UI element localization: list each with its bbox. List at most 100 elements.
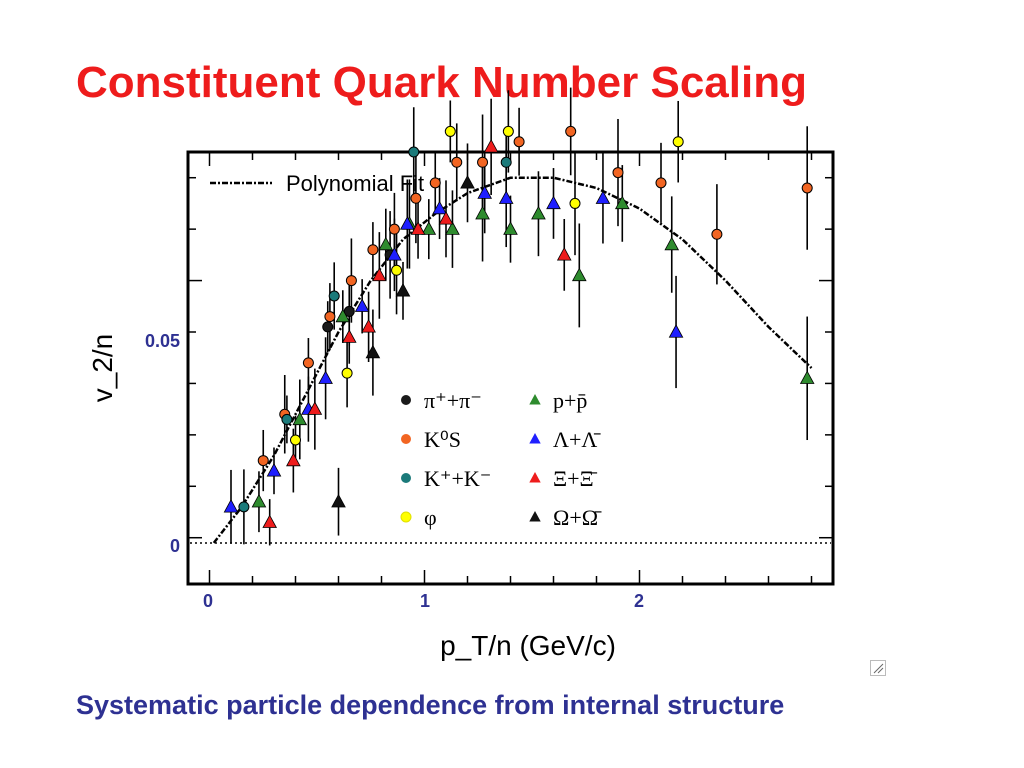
data-point xyxy=(408,146,420,158)
data-point xyxy=(388,223,400,235)
resize-handle-icon[interactable] xyxy=(870,660,886,676)
data-point xyxy=(257,455,269,467)
data-point xyxy=(286,452,301,467)
data-point xyxy=(451,156,463,168)
data-point xyxy=(483,139,499,153)
legend-label: p+p̄ xyxy=(553,388,587,413)
axis-ticks xyxy=(188,152,833,584)
data-point xyxy=(410,221,426,235)
slide-title: Constituent Quark Number Scaling xyxy=(76,58,807,107)
data-point xyxy=(395,283,411,297)
data-point xyxy=(365,344,381,359)
data-point xyxy=(614,195,630,210)
data-point xyxy=(292,411,308,426)
data-point xyxy=(387,247,402,261)
data-point xyxy=(672,136,684,148)
legend-label: Ξ+Ξ̄ xyxy=(553,466,598,491)
data-point xyxy=(571,267,587,282)
data-point xyxy=(302,357,314,369)
data-point xyxy=(318,370,333,384)
legend-marker xyxy=(401,395,411,405)
data-point xyxy=(378,236,394,251)
fit-legend-label: Polynomial Fit xyxy=(286,171,424,196)
data-point xyxy=(475,205,490,220)
slide-caption: Systematic particle dependence from inte… xyxy=(76,690,785,720)
data-point xyxy=(612,167,624,179)
data-point xyxy=(410,192,422,204)
data-point xyxy=(445,221,460,235)
legend-label: K⁺+K⁻ xyxy=(424,466,491,491)
data-point xyxy=(223,499,239,513)
data-point xyxy=(345,275,357,287)
legend-marker xyxy=(529,511,541,522)
data-point xyxy=(668,324,684,338)
data-point xyxy=(307,401,323,415)
data-point xyxy=(399,216,415,230)
data-point xyxy=(502,125,514,137)
data-point xyxy=(503,221,518,235)
legend-marker xyxy=(400,511,412,523)
data-point xyxy=(477,185,493,199)
x-tick-label-1: 1 xyxy=(420,591,430,611)
x-tick-label-0: 0 xyxy=(203,591,213,611)
data-markers xyxy=(223,125,815,528)
data-point xyxy=(498,190,514,204)
data-point xyxy=(513,136,525,148)
data-point xyxy=(429,177,441,189)
data-point xyxy=(531,205,546,220)
data-point xyxy=(361,319,376,333)
data-point xyxy=(569,197,581,209)
data-point xyxy=(595,190,611,204)
data-point xyxy=(367,244,379,256)
data-point xyxy=(438,211,454,225)
data-point xyxy=(799,370,815,384)
data-point xyxy=(391,264,403,276)
legend-label: Ω+Ω̄ xyxy=(553,505,602,530)
y-tick-label-0: 0 xyxy=(170,536,180,556)
y-axis-label: v_2/n xyxy=(87,334,118,403)
legend-marker xyxy=(529,472,541,483)
data-point xyxy=(655,177,667,189)
data-point xyxy=(251,493,267,508)
legend-label: φ xyxy=(424,505,437,530)
data-point xyxy=(460,175,475,189)
data-point xyxy=(324,311,336,323)
data-point xyxy=(664,236,680,251)
data-point xyxy=(331,493,346,508)
data-point xyxy=(711,228,723,240)
legend-marker xyxy=(401,473,411,483)
data-point xyxy=(262,514,278,528)
data-point xyxy=(281,413,293,425)
data-point xyxy=(556,247,572,261)
data-point xyxy=(354,298,370,312)
data-point xyxy=(565,125,577,137)
data-point xyxy=(322,321,334,333)
data-point xyxy=(238,501,250,513)
x-tick-label-2: 2 xyxy=(634,591,644,611)
data-point xyxy=(444,125,456,137)
data-point xyxy=(341,329,357,343)
data-point xyxy=(328,290,340,302)
legend-marker xyxy=(529,433,541,444)
data-point xyxy=(432,200,447,215)
data-point xyxy=(335,308,351,323)
x-axis-label: p_T/n (GeV/c) xyxy=(440,630,616,661)
data-point xyxy=(421,221,437,235)
legend: π⁺+π⁻ K⁰S K⁺+K⁻ φ p+p̄ Λ+Λ̄ Ξ+Ξ̄ Ω+Ω̄ xyxy=(400,388,602,530)
legend-marker xyxy=(401,434,411,444)
data-point xyxy=(372,267,387,282)
data-point xyxy=(477,156,489,168)
data-point xyxy=(266,463,282,477)
legend-label: Λ+Λ̄ xyxy=(553,427,601,452)
legend-label: K⁰S xyxy=(424,427,461,452)
data-point xyxy=(290,434,301,446)
data-point xyxy=(500,156,512,168)
polynomial-fit-curve xyxy=(212,176,813,544)
y-tick-label-1: 0.05 xyxy=(145,331,180,351)
legend-marker xyxy=(529,394,541,405)
data-point xyxy=(801,182,813,194)
legend-label: π⁺+π⁻ xyxy=(424,388,482,413)
data-point xyxy=(341,367,353,379)
data-point xyxy=(546,195,561,210)
